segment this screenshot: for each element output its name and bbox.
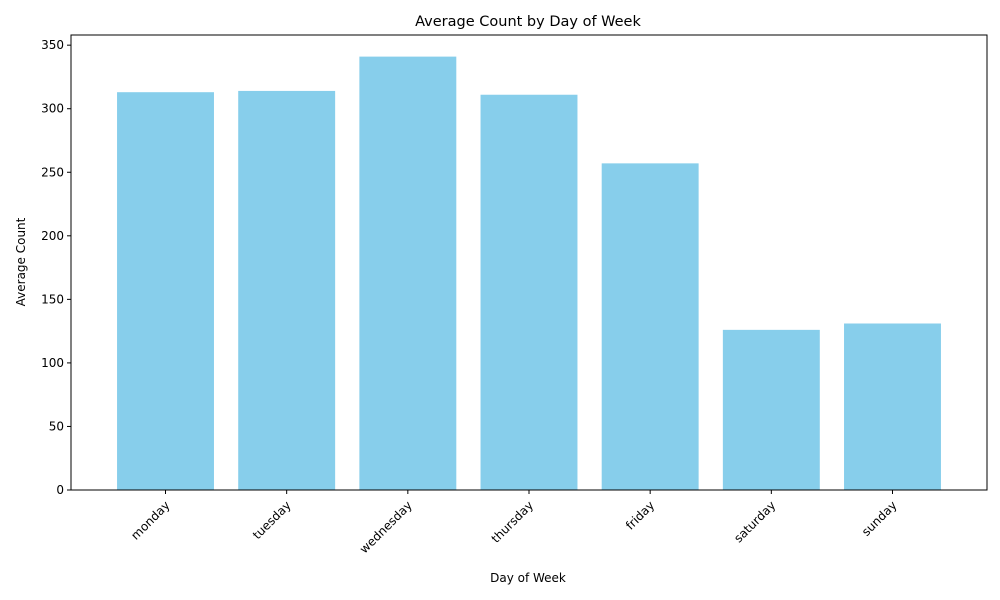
y-axis: 0 50 100 150 200 250 300 350 <box>41 38 71 497</box>
bars-group <box>117 56 941 491</box>
y-tick-label-50: 50 <box>49 419 64 433</box>
y-axis-label: Average Count <box>14 217 28 306</box>
bar-sunday <box>844 323 941 490</box>
x-tick-label-saturday: saturday <box>731 498 778 545</box>
x-axis-label: Day of Week <box>490 571 566 585</box>
bar-tuesday <box>238 90 336 491</box>
y-tick-label-200: 200 <box>41 229 64 243</box>
bar-monday <box>117 92 214 490</box>
y-tick-label-100: 100 <box>41 356 64 370</box>
chart-title: Average Count by Day of Week <box>415 14 641 30</box>
x-tick-label-wednesday: wednesday <box>357 498 415 556</box>
x-axis: monday tuesday wednesday thursday friday satu… <box>128 490 900 556</box>
bar-wednesday <box>359 56 457 491</box>
plot-frame <box>70 34 988 491</box>
x-tick-label-tuesday: tuesday <box>250 498 294 542</box>
y-tick-label-0: 0 <box>56 483 64 497</box>
bar-friday <box>601 163 699 491</box>
y-tick-label-250: 250 <box>41 165 64 179</box>
y-tick-label-300: 300 <box>41 102 64 116</box>
x-tick-label-thursday: thursday <box>489 498 537 546</box>
x-tick-label-sunday: sunday <box>859 498 900 539</box>
y-tick-label-350: 350 <box>41 38 64 52</box>
x-tick-label-monday: monday <box>128 498 172 542</box>
y-tick-label-150: 150 <box>41 292 64 306</box>
bar-saturday <box>722 329 820 490</box>
x-tick-label-friday: friday <box>623 498 657 532</box>
bar-thursday <box>480 94 578 491</box>
